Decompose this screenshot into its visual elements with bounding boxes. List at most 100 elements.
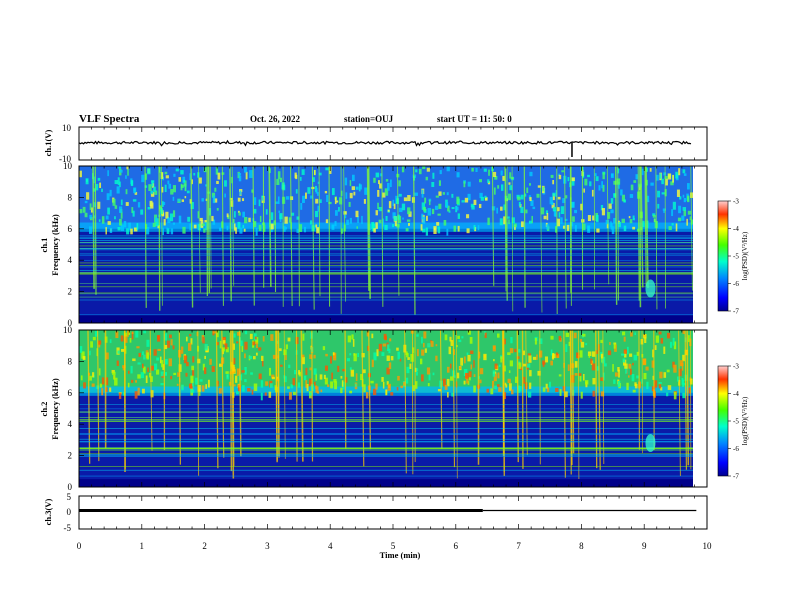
spectral-speckle [434,205,439,210]
spectral-speckle [663,172,667,176]
spectral-speckle [158,167,161,173]
spectral-speckle [628,216,631,219]
spectral-speckle [325,219,329,224]
spectral-speckle [313,381,316,386]
spectral-speckle [620,189,623,196]
spectral-speckle [188,383,193,388]
sferic-streak [295,330,298,462]
spectral-speckle [610,173,614,179]
spectral-speckle [591,363,596,371]
spectral-speckle [545,383,548,389]
spectral-speckle [338,197,343,205]
spectral-speckle [662,208,666,211]
spectral-speckle [595,176,599,182]
spectral-speckle [167,217,171,224]
spectral-speckle [222,348,224,355]
spectral-speckle [191,365,195,371]
sferic-streak [571,330,575,454]
spectral-speckle [473,225,476,230]
spectral-speckle [558,335,562,341]
spectral-speckle [170,339,173,346]
spectral-speckle [526,187,529,194]
spectral-speckle [458,339,462,343]
spectral-speckle [438,191,442,196]
spectral-speckle [665,178,668,186]
spectral-speckle [532,356,537,360]
spectral-speckle [663,346,666,354]
spectral-speckle [623,349,628,354]
spectral-speckle [544,356,549,363]
spectral-speckle [157,348,161,352]
spectral-speckle [405,377,409,384]
spectral-speckle [500,356,503,363]
spectral-speckle [682,194,685,198]
spectral-speckle [309,367,312,371]
spectral-speckle [280,364,283,367]
spectral-speckle [378,219,382,224]
spectral-speckle [634,382,637,387]
spectral-speckle [188,343,192,351]
spectral-speckle [574,209,578,214]
spectral-speckle [654,345,657,351]
spectral-speckle [189,199,192,204]
spectral-speckle [94,330,98,337]
sferic-streak [277,330,280,457]
spectral-speckle [642,358,647,366]
spectral-speckle [596,228,600,233]
sferic-streak [637,166,640,301]
spectral-speckle [357,352,359,358]
spectral-speckle [164,344,168,350]
spectral-speckle [546,387,550,393]
spectral-speckle [414,368,419,372]
spectral-speckle [470,350,474,355]
spectral-speckle [421,213,424,220]
spectral-speckle [106,193,110,201]
ch1-spec-title: ch.1 [39,238,49,253]
spectral-speckle [682,392,686,399]
spectral-speckle [425,227,429,236]
spectral-speckle [613,193,617,198]
spectral-speckle [509,185,513,191]
spectral-speckle [520,194,524,200]
spectral-speckle [89,350,91,356]
spectral-speckle [315,373,318,381]
spectral-speckle [590,358,593,364]
colorbar-ramp [717,365,729,477]
spectral-speckle [235,375,238,383]
spectral-speckle [580,341,585,348]
spectral-speckle [676,189,680,197]
spectral-speckle [467,354,471,362]
spectral-speckle [565,332,569,338]
spectral-speckle [283,226,287,230]
spectral-speckle [120,211,123,219]
spectral-speckle [538,350,543,358]
spectral-speckle [579,350,583,358]
spectral-speckle [323,374,326,380]
spectral-speckle [681,366,684,371]
spectral-speckle [664,189,667,197]
spectral-speckle [178,215,182,224]
spectral-speckle [145,375,148,384]
spectral-speckle [317,181,320,185]
spectral-speckle [147,168,151,175]
spectral-speckle [384,224,388,231]
spectral-speckle [555,190,558,197]
spectral-speckle [673,341,677,350]
spectral-speckle [137,362,141,365]
spectral-speckle [503,392,507,400]
spectral-speckle [623,225,627,232]
spectral-speckle [537,370,541,376]
spectral-speckle [508,182,511,185]
spectral-speckle [624,363,628,369]
spectral-speckle [144,185,148,188]
spectral-speckle [249,170,253,178]
sferic-streak [361,330,365,467]
spectral-speckle [686,218,688,226]
spectral-speckle [319,199,322,203]
x-axis-title: Time (min) [380,550,421,560]
spectral-speckle [418,168,422,175]
spectral-speckle [277,171,281,180]
spectral-speckle [629,353,633,357]
spectral-speckle [340,190,343,197]
spectral-speckle [669,341,673,348]
